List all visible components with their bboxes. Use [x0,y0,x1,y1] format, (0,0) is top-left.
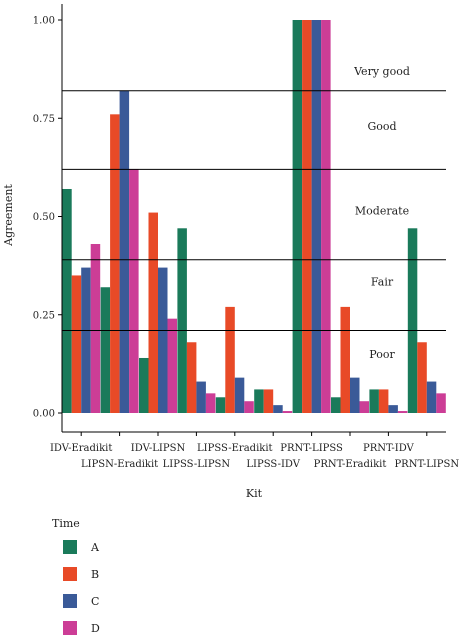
bar-prnt-eradikit-d [359,401,369,413]
y-axis-label: Agreement [2,184,15,247]
band-label-poor: Poor [369,348,395,361]
y-tick-label: 1.00 [33,16,55,27]
band-label-very-good: Very good [353,65,410,78]
bar-idv-lipsn-b [148,212,158,413]
bar-lipss-lipsn-c [196,381,206,413]
bar-lipss-lipsn-b [186,342,197,413]
bar-prnt-lipsn-a [407,228,418,413]
bar-lipss-idv-d [282,411,293,413]
bar-prnt-lipss-a [292,20,303,413]
bar-lipsn-eradikit-c [119,90,130,414]
bar-prnt-idv-d [397,411,408,413]
bar-lipss-idv-c [273,405,283,413]
y-tick-label: 0.00 [33,409,55,420]
legend-title: Time [52,517,80,530]
bar-idv-eradikit-a [62,188,72,413]
legend-label-c: C [91,595,99,608]
bar-idv-lipsn-c [158,267,168,413]
x-tick-label-prnt-lipss: PRNT-LIPSS [280,443,343,454]
x-tick-label-lipsn-eradikit: LIPSN-Eradikit [81,459,158,470]
bar-prnt-eradikit-a [331,397,341,413]
legend-label-a: A [90,541,100,554]
reference-lines: Very good Good Moderate Fair Poor [62,65,446,361]
bar-prnt-lipsn-c [426,381,437,413]
x-tick-label-prnt-eradikit: PRNT-Eradikit [314,459,387,470]
band-label-moderate: Moderate [355,205,409,218]
bar-prnt-idv-c [388,405,398,413]
bar-lipsn-eradikit-d [129,169,139,413]
legend-label-d: D [91,622,100,635]
bar-prnt-idv-a [369,389,379,413]
axes: 0.00 0.25 0.50 0.75 1.00 IDV-Eradikit LIPSN-Er… [33,4,459,470]
y-tick-label: 0.25 [33,310,55,321]
x-tick-label-prnt-lipsn: PRNT-LIPSN [394,459,459,470]
bar-prnt-lipss-c [311,20,322,413]
bar-prnt-lipsn-d [436,393,446,413]
bar-lipss-idv-b [263,389,274,413]
legend-swatch-d [63,621,77,635]
bar-prnt-lipsn-b [417,342,427,413]
x-tick-label-idv-eradikit: IDV-Eradikit [50,443,112,454]
bar-prnt-idv-b [378,389,389,413]
bar-lipss-idv-a [254,389,264,413]
bar-prnt-lipss-d [321,20,331,413]
band-label-good: Good [367,120,396,133]
bar-idv-eradikit-c [81,267,91,413]
x-tick-label-lipss-idv: LIPSS-IDV [246,459,300,470]
bar-lipss-eradikit-c [234,377,245,413]
y-tick-label: 0.50 [33,212,55,223]
x-axis-label: Kit [246,487,263,500]
bar-prnt-eradikit-b [340,306,350,413]
x-tick-label-idv-lipsn: IDV-LIPSN [131,443,186,454]
bar-prnt-eradikit-c [350,377,360,413]
legend-swatch-a [63,540,77,554]
bar-idv-eradikit-b [71,275,82,413]
x-tick-label-prnt-idv: PRNT-IDV [363,443,415,454]
bar-idv-lipsn-a [139,357,149,413]
bar-lipsn-eradikit-b [110,114,120,413]
legend-swatch-c [63,594,77,608]
bar-prnt-lipss-b [302,20,312,413]
legend-label-b: B [91,568,99,581]
legend-swatch-b [63,567,77,581]
bar-idv-lipsn-d [167,318,177,413]
band-label-fair: Fair [371,275,394,288]
bar-lipss-eradikit-b [225,306,235,413]
bar-lipss-eradikit-d [244,401,254,413]
bar-lipss-lipsn-d [205,393,216,413]
legend: Time A B C D [52,517,100,635]
bar-lipss-eradikit-a [215,397,226,413]
y-tick-label: 0.75 [33,114,55,125]
plot-area [62,20,446,414]
bar-lipss-lipsn-a [177,228,187,413]
x-tick-label-lipss-lipsn: LIPSS-LIPSN [163,459,231,470]
x-tick-label-lipss-eradikit: LIPSS-Eradikit [197,443,273,454]
bar-idv-eradikit-d [90,244,101,413]
bar-lipsn-eradikit-a [100,287,111,413]
